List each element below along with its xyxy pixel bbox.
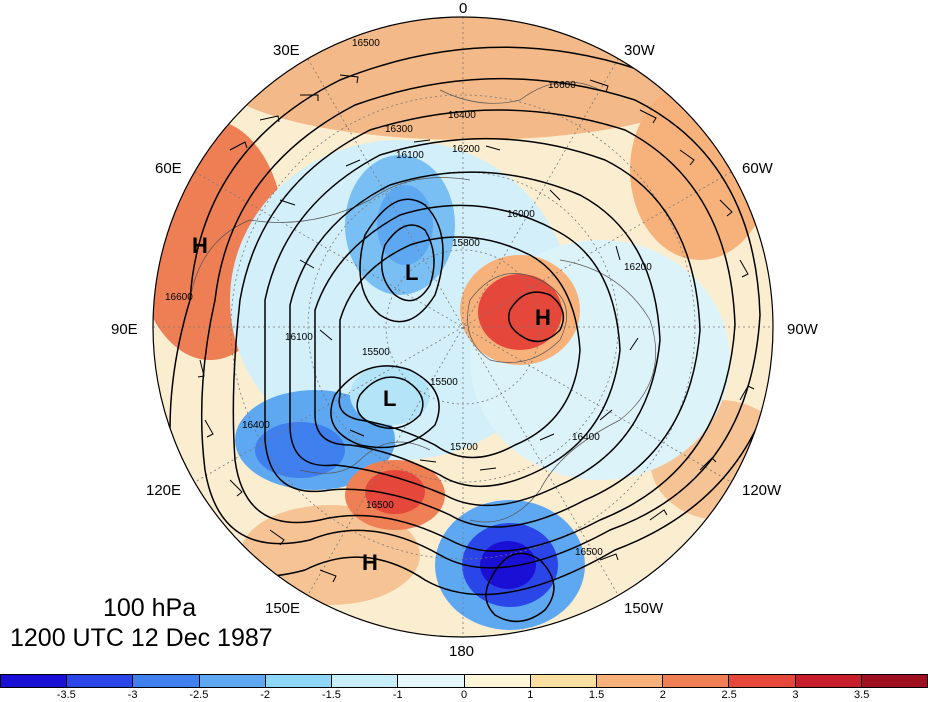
contour-label: 16600 — [548, 80, 576, 91]
colorbar-bin — [398, 675, 465, 687]
contour-label: 15500 — [430, 377, 458, 388]
lon-label-0: 0 — [459, 0, 468, 17]
contour-label: 16400 — [572, 432, 600, 443]
contour-label: 16400 — [242, 420, 270, 431]
colorbar-bin — [861, 675, 928, 687]
colorbar-tick-label: 2 — [659, 689, 666, 701]
colorbar-bin — [596, 675, 664, 687]
colorbar-tick-label: 3 — [792, 689, 799, 701]
level-title: 100 hPa — [103, 594, 197, 622]
wind-barbs — [197, 74, 755, 583]
lon-label-120w: 120W — [742, 482, 782, 499]
lon-label-60w: 60W — [742, 160, 773, 177]
contour-label: 16100 — [285, 332, 313, 343]
contour-label: 16600 — [165, 292, 193, 303]
map-disk — [153, 17, 773, 637]
colorbar-tick-label: 0 — [460, 689, 468, 701]
lon-label-90e: 90E — [111, 321, 138, 338]
contour-label: 16500 — [366, 500, 394, 511]
contour-label: 16400 — [448, 110, 476, 121]
contour-label: 16500 — [352, 38, 380, 49]
colorbar-bin — [663, 675, 730, 687]
high-center: H — [535, 305, 551, 330]
low-center: L — [383, 386, 396, 411]
pressure-centers: H L H L H — [192, 233, 551, 575]
colorbar-bin — [729, 675, 796, 687]
anomaly-warm-150e — [240, 505, 420, 605]
colorbar-tick-label: 3.5 — [854, 689, 870, 701]
contour-label: 15500 — [362, 347, 390, 358]
high-center: H — [192, 233, 208, 258]
contour-label: 16300 — [385, 124, 413, 135]
colorbar-tick-label: 1 — [527, 689, 534, 701]
colorbar-tick-label: 1.5 — [588, 689, 605, 701]
anomaly-cool-low — [350, 365, 430, 425]
contour-label: 16100 — [396, 150, 424, 161]
lon-label-60e: 60E — [155, 160, 182, 177]
contour-label: 16200 — [624, 262, 652, 273]
colorbar-tick-label: -3 — [127, 689, 138, 701]
time-title: 1200 UTC 12 Dec 1987 — [10, 624, 273, 652]
colorbar-tick-label: -1.5 — [321, 689, 341, 701]
colorbar-bin — [464, 675, 531, 687]
lon-label-150e: 150E — [265, 600, 301, 617]
map-border — [152, 16, 774, 638]
lon-label-150w: 150W — [624, 600, 664, 617]
colorbar-bin — [133, 675, 200, 687]
contour-label: 15700 — [450, 442, 478, 453]
colorbar-tick-label: -1 — [392, 689, 403, 701]
anomaly-warm-bering-core — [365, 470, 425, 514]
lon-label-30w: 30W — [624, 42, 655, 59]
lon-label-180: 180 — [449, 643, 475, 660]
anomaly-cold-siberia-core — [377, 185, 433, 265]
low-center: L — [405, 260, 418, 285]
colorbar-bin — [795, 675, 862, 687]
colorbar-bin — [67, 675, 134, 687]
lon-label-90w: 90W — [787, 321, 818, 338]
colorbar-bin — [530, 675, 597, 687]
contour-label-group: 16500 16600 16400 16300 16200 16100 1640… — [165, 38, 652, 558]
colorbar-tick-label: -3.5 — [56, 689, 76, 701]
colorbar-bin — [199, 675, 266, 687]
lon-label-30e: 30E — [273, 42, 300, 59]
colorbar-bin — [1, 675, 68, 687]
colorbar — [0, 674, 928, 688]
colorbar-labels: -3.5 -3 -2.5 -2 -1.5 -1 0 1 1.5 2 2.5 3 3.5 — [0, 689, 928, 702]
contour-label: 16200 — [452, 144, 480, 155]
colorbar-bin — [332, 675, 399, 687]
contour-label: 15800 — [452, 238, 480, 249]
colorbar-tick-label: 2.5 — [721, 689, 737, 701]
colorbar-bin — [265, 675, 333, 687]
colorbar-tick-label: -2.5 — [189, 689, 209, 701]
contour-label: 16500 — [575, 547, 603, 558]
lon-label-120e: 120E — [146, 482, 182, 499]
high-center: H — [362, 550, 378, 575]
colorbar-tick-label: -2 — [260, 689, 271, 701]
contour-label: 16000 — [507, 209, 535, 220]
